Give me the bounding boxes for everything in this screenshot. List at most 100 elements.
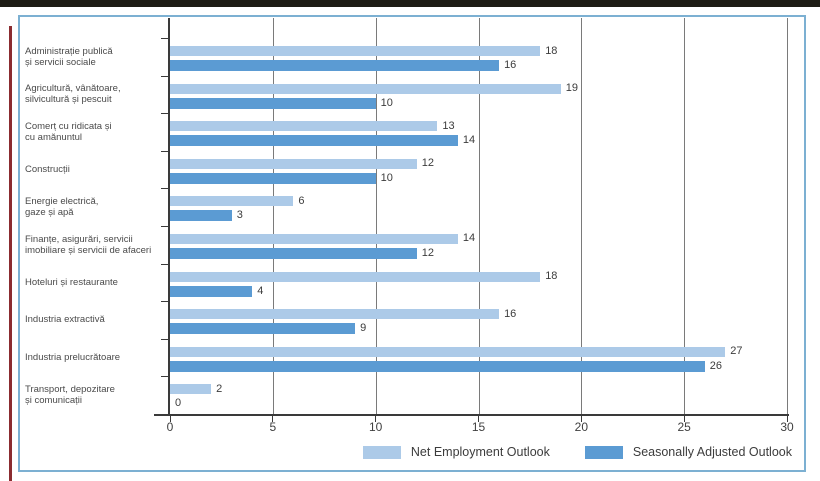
- bar-line: 14: [170, 134, 787, 147]
- bar-value-label: 26: [709, 359, 722, 372]
- gridline: [375, 18, 377, 414]
- x-axis-tick: [375, 416, 377, 422]
- category-label: Finanțe, asigurări, servicii imobiliare ș…: [25, 226, 169, 264]
- gridline: [581, 18, 583, 414]
- bar-value-label: 16: [504, 59, 517, 71]
- bar-value-label: 14: [462, 134, 476, 147]
- gridline: [272, 18, 274, 414]
- category-label: Industria extractivă: [25, 301, 169, 339]
- bar-value-label: 18: [545, 270, 558, 283]
- category-label: Transport, depozitare și comunicații: [25, 376, 169, 414]
- bar-seasonally-adjusted-outlook: [170, 323, 356, 335]
- chart-frame: Administrație publică și servicii sociale…: [18, 15, 806, 472]
- bar-line: 27: [170, 346, 787, 357]
- bar-value-label: 0: [175, 397, 182, 410]
- x-tick-label: 30: [780, 420, 794, 434]
- bar-line: 12: [170, 157, 787, 170]
- gridline: [684, 18, 686, 414]
- bar-seasonally-adjusted-outlook: [170, 285, 253, 297]
- bar-row: 16 9: [170, 301, 787, 339]
- x-tick-label: 5: [269, 420, 277, 434]
- bar-line: 6: [170, 194, 787, 207]
- gridline: [478, 18, 480, 414]
- category-label: Hoteluri și restaurante: [25, 264, 169, 302]
- category-label-line: Transport, depozitare: [25, 384, 115, 396]
- category-label-line: Industria extractivă: [25, 314, 105, 326]
- y-axis-tick: [161, 376, 168, 378]
- category-label: Administrație publică și servicii sociale: [25, 38, 169, 76]
- bar-line: 19: [170, 82, 787, 95]
- bar-rows: 18 16 19 10 13 14 12 10 6 3 14 12 18 4 16 9 27 26 2 0: [170, 38, 787, 414]
- bar-row: 27 26: [170, 339, 787, 377]
- legend: Net Employment Outlook Seasonally Adjuste…: [362, 445, 792, 459]
- bar-net-employment-outlook: [170, 83, 561, 94]
- bar-line: 13: [170, 119, 787, 132]
- bar-line: 0: [170, 398, 787, 409]
- legend-swatch: [362, 445, 401, 459]
- plot-area: 18 16 19 10 13 14 12 10 6 3 14 12 18 4 16 9 27 26 2 0: [154, 18, 789, 422]
- bar-net-employment-outlook: [170, 121, 438, 132]
- category-label-line: și servicii sociale: [25, 56, 96, 68]
- x-tick-label: 20: [574, 420, 589, 434]
- page-edge-left-strip: [9, 26, 12, 481]
- bar-value-label: 10: [380, 96, 393, 109]
- bar-line: 26: [170, 359, 787, 372]
- bar-value-label: 12: [421, 157, 435, 170]
- bar-value-label: 14: [462, 232, 476, 245]
- category-label: Comerț cu ridicata și cu amănuntul: [25, 113, 169, 151]
- bar-seasonally-adjusted-outlook: [170, 60, 500, 71]
- bar-line: 16: [170, 307, 787, 320]
- y-axis-tick: [161, 150, 168, 152]
- legend-item-net-employment-outlook: Net Employment Outlook: [362, 445, 550, 459]
- bar-line: 4: [170, 284, 787, 297]
- bar-value-label: 13: [442, 119, 455, 132]
- x-axis-tick: [478, 416, 479, 422]
- y-axis-tick: [161, 226, 168, 227]
- y-axis-tick: [161, 263, 168, 265]
- bar-net-employment-outlook: [170, 384, 212, 395]
- x-axis-tick: [580, 416, 582, 422]
- bar-value-label: 12: [421, 246, 435, 259]
- bar-row: 18 4: [170, 264, 787, 302]
- category-label-line: și comunicații: [25, 395, 83, 407]
- bar-value-label: 18: [545, 44, 558, 57]
- bar-line: 3: [170, 209, 787, 222]
- category-label: Energie electrică, gaze și apă: [25, 188, 169, 226]
- legend-swatch: [584, 445, 623, 459]
- bar-net-employment-outlook: [170, 346, 726, 357]
- bar-row: 19 10: [170, 76, 787, 114]
- y-axis-tick: [161, 38, 168, 39]
- y-axis-tick: [161, 75, 168, 77]
- bar-value-label: 19: [565, 82, 579, 95]
- bar-seasonally-adjusted-outlook: [170, 360, 705, 372]
- bar-value-label: 3: [236, 209, 243, 222]
- bar-net-employment-outlook: [170, 233, 458, 244]
- category-label-line: Construcții: [25, 164, 70, 176]
- bar-net-employment-outlook: [170, 158, 417, 169]
- category-label-line: Hoteluri și restaurante: [25, 276, 118, 288]
- bar-seasonally-adjusted-outlook: [170, 135, 458, 147]
- x-axis-tick: [169, 416, 171, 422]
- x-tick-label: 10: [368, 420, 383, 434]
- bar-line: 12: [170, 246, 787, 259]
- y-axis-tick: [161, 113, 168, 115]
- bar-value-label: 4: [257, 284, 264, 297]
- bar-net-employment-outlook: [170, 196, 294, 207]
- bar-value-label: 16: [504, 307, 517, 320]
- category-label-line: Energie electrică,: [25, 196, 99, 208]
- category-label: Construcții: [25, 151, 169, 189]
- bar-row: 12 10: [170, 151, 787, 189]
- bar-line: 10: [170, 96, 787, 109]
- y-axis-tick: [161, 301, 168, 303]
- bar-line: 10: [170, 172, 787, 184]
- bar-value-label: 6: [298, 194, 305, 207]
- category-label-line: Comerț cu ridicata și: [25, 120, 112, 132]
- category-label: Agricultură, vânătoare, silvicultură și p…: [25, 76, 169, 114]
- x-tick-label: 0: [166, 420, 174, 434]
- category-label-line: Agricultură, vânătoare,: [25, 83, 121, 95]
- y-axis-line: [168, 18, 170, 414]
- legend-item-seasonally-adjusted-outlook: Seasonally Adjusted Outlook: [584, 445, 792, 459]
